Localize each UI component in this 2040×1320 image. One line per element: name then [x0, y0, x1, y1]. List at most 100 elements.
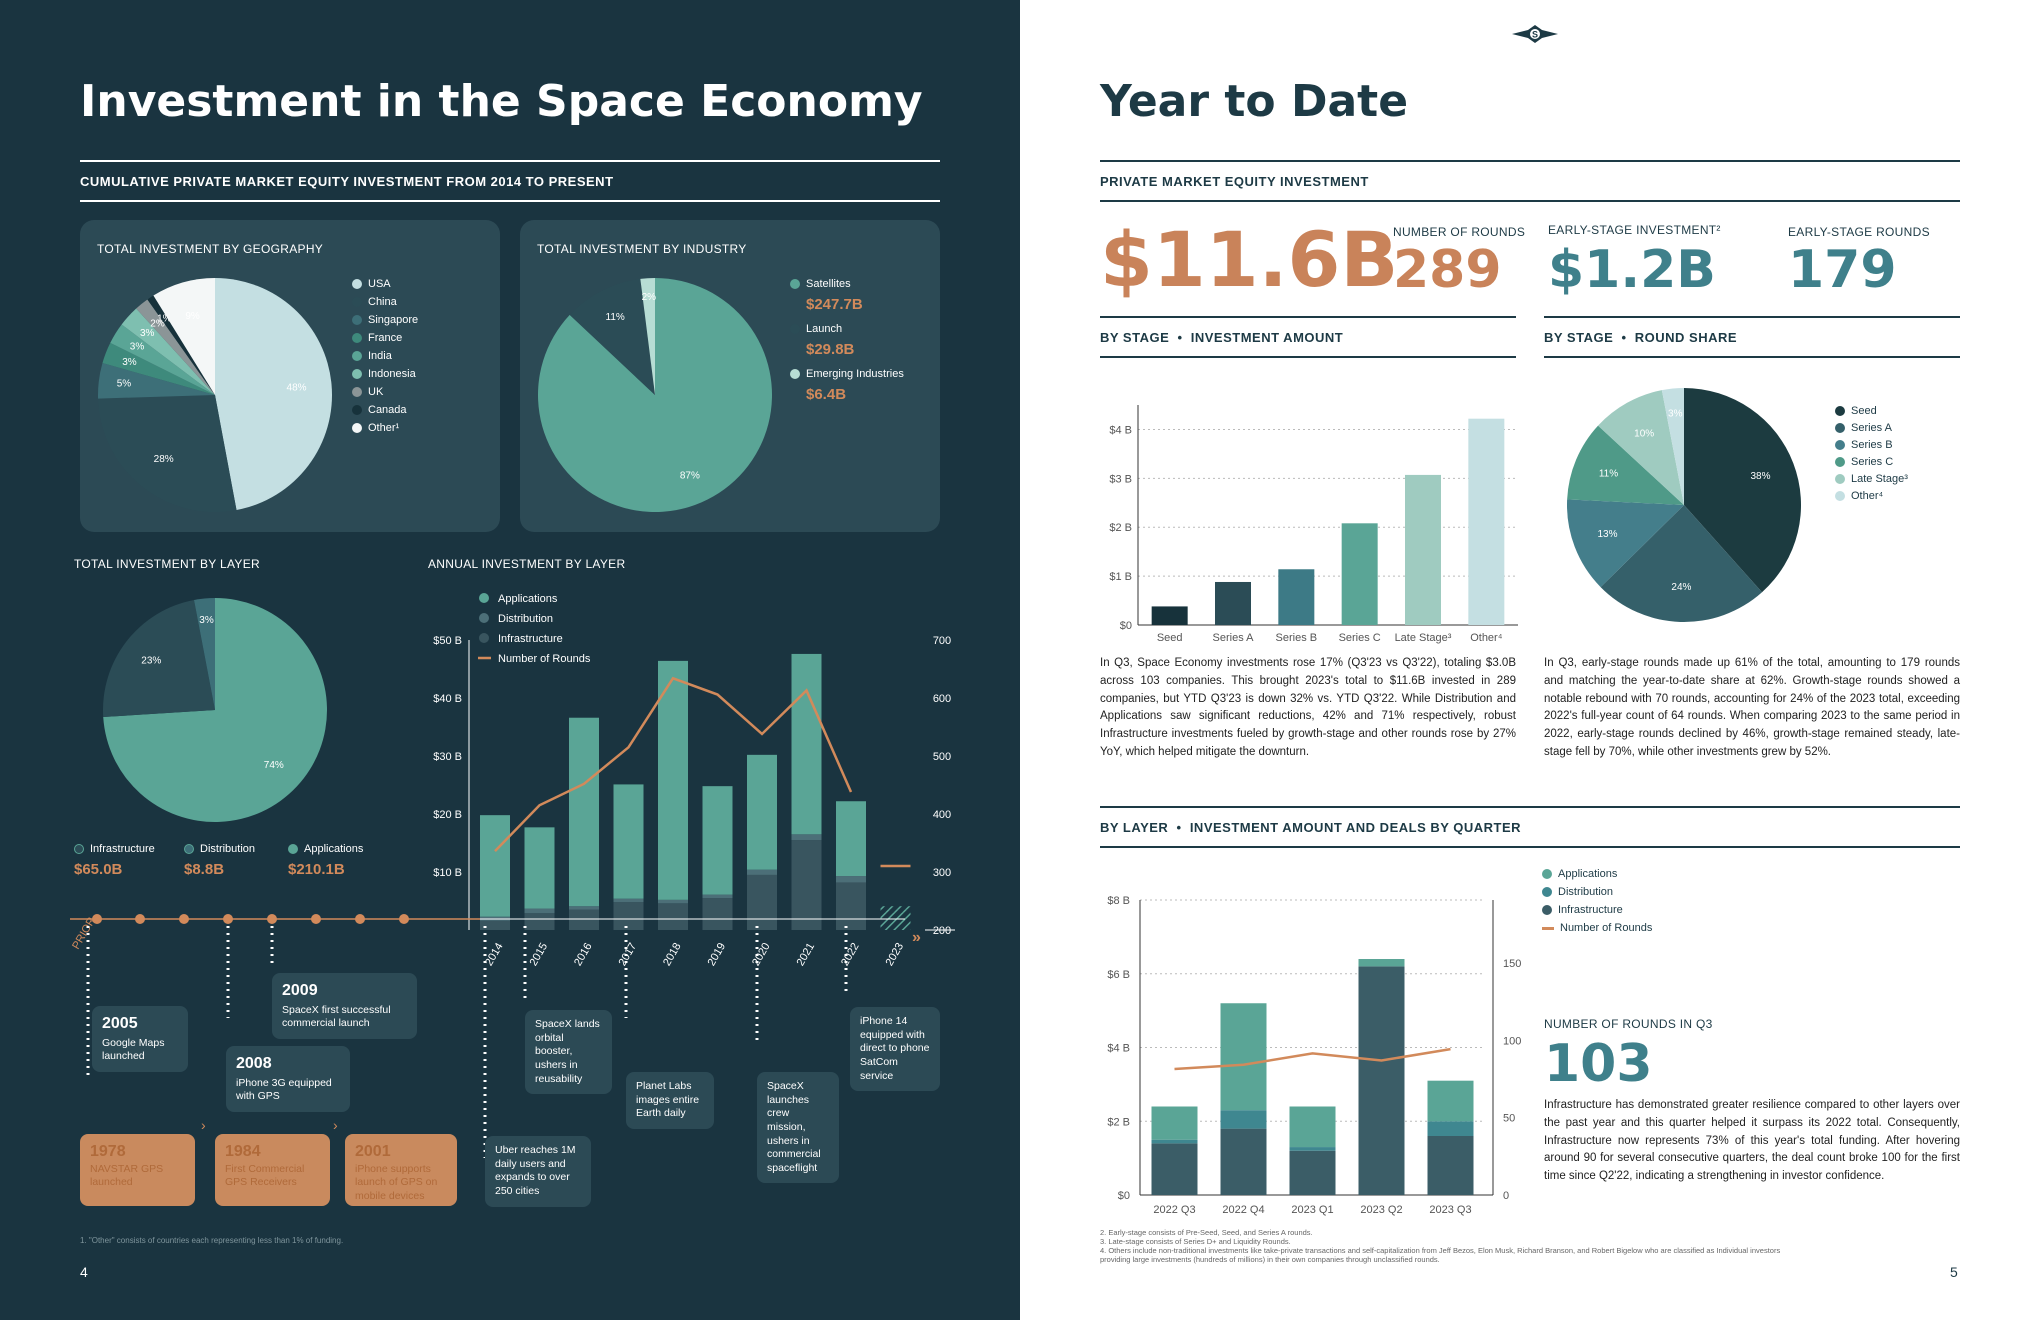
- legend-item-india: India: [352, 350, 492, 362]
- industry-title: TOTAL INVESTMENT BY INDUSTRY: [537, 242, 747, 256]
- legend-swatch: [1542, 869, 1552, 879]
- legend-item-singapore: Singapore: [352, 314, 492, 326]
- legend-swatch: [1835, 440, 1845, 450]
- pie-label-series-b: 13%: [1597, 529, 1617, 540]
- pie-label-indonesia: 3%: [140, 328, 155, 339]
- pie-slice-other: [1661, 388, 1684, 505]
- y-tick-label: $6 B: [1107, 969, 1130, 981]
- x-tick-label: 2022 Q4: [1222, 1204, 1264, 1216]
- legend-swatch-distribution: [479, 613, 489, 623]
- layer-title: TOTAL INVESTMENT BY LAYER: [74, 557, 260, 571]
- bar-applications-2020: [747, 754, 777, 870]
- annual-title: ANNUAL INVESTMENT BY LAYER: [428, 557, 626, 571]
- y-tick-label: $0: [1120, 620, 1132, 632]
- legend-swatch-infrastructure: [479, 633, 489, 643]
- pie-label-seed: 38%: [1750, 471, 1770, 482]
- bar-distribution-2022-q4: [1220, 1110, 1267, 1129]
- y-tick-label: $1 B: [1109, 571, 1132, 583]
- legend-label: Indonesia: [368, 368, 416, 380]
- legend-swatch: [1835, 423, 1845, 433]
- pie-slice-series-c: [1567, 425, 1684, 505]
- legend-item-other: Other⁴: [1835, 490, 1955, 502]
- y-tick-label: $8 B: [1107, 895, 1130, 907]
- pie-label-infrastructure: 23%: [141, 656, 161, 667]
- timeline-dot: [311, 914, 321, 924]
- bar-distribution-2022-q3: [1151, 1139, 1198, 1144]
- bar-infrastructure-2017: [613, 902, 644, 930]
- legend-label-number-of-rounds: Number of Rounds: [498, 653, 591, 665]
- x-tick-label: Series A: [1213, 632, 1255, 644]
- event-year: 1984: [225, 1143, 261, 1160]
- legend-item-seed: Seed: [1835, 405, 1955, 417]
- legend-item-distribution: Distribution: [1542, 886, 1742, 898]
- y2-tick-label: 200: [933, 925, 951, 937]
- legend-swatch: [1835, 491, 1845, 501]
- bar-applications-2017: [613, 784, 644, 899]
- pie-label-late-stage: 10%: [1634, 428, 1654, 439]
- legend-item-series-b: Series B: [1835, 439, 1955, 451]
- legend-item-indonesia: Indonesia: [352, 368, 492, 380]
- bar-infrastructure-2022-q4: [1220, 1128, 1267, 1195]
- bar-applications-2015: [524, 827, 555, 909]
- pie-label-satellites: 87%: [680, 471, 700, 482]
- legend-value-applications: $210.1B: [288, 861, 345, 878]
- bar-series-c: [1341, 523, 1378, 625]
- legend-label: Seed: [1851, 405, 1877, 417]
- timeline-dot: [92, 914, 102, 924]
- y-tick-label: $20 B: [433, 809, 462, 821]
- pie-slice-other: [153, 278, 215, 395]
- legend-swatch: [790, 369, 800, 379]
- rounds-line: [494, 676, 853, 852]
- timeline-event: Planet Labs images entire Earth daily: [626, 1072, 714, 1129]
- stage-amount-chart: $0 $1 B $2 B $3 B $4 B Seed Series A Series B Se…: [1109, 405, 1518, 644]
- bar-infrastructure-2023-q2: [1358, 966, 1405, 1195]
- event-text: iPhone 14 equipped with direct to phone …: [860, 1015, 930, 1082]
- pie-slice-distribution: [194, 598, 215, 710]
- event-year: 2009: [282, 982, 318, 999]
- geography-title: TOTAL INVESTMENT BY GEOGRAPHY: [97, 242, 324, 256]
- bar-distribution-2022: [836, 876, 866, 883]
- pie-slice-singapore: [98, 362, 215, 399]
- event-text: iPhone 3G equipped with GPS: [236, 1076, 332, 1103]
- bar-applications-2023-q3: [1427, 1080, 1474, 1122]
- legend-label: Applications: [304, 843, 364, 855]
- bar-applications-2021: [791, 653, 822, 835]
- legend-item-uk: UK: [352, 386, 492, 398]
- bar-series-a: [1215, 581, 1251, 625]
- legend-swatch: [1542, 905, 1552, 915]
- divider: [80, 160, 940, 162]
- legend-label: Other⁴: [1851, 490, 1884, 502]
- legend-label-infrastructure: Infrastructure: [498, 633, 563, 645]
- layer-quarter-chart: $0 $2 B $4 B $6 B $8 B 0 50 100 150 2022 Q3 2022 Q…: [1107, 895, 1521, 1216]
- pie-slice-indonesia: [121, 308, 215, 395]
- pie-label-usa: 48%: [287, 382, 307, 393]
- pie-slice-late-stage: [1598, 390, 1684, 505]
- bar-distribution-2021: [791, 834, 822, 841]
- industry-panel: TOTAL INVESTMENT BY INDUSTRY 87% 11% 2% Sa…: [520, 220, 940, 532]
- legend-swatch: [790, 279, 800, 289]
- stage-share-legend: Seed Series A Series B Series C Late Stage³ O…: [1835, 405, 1955, 507]
- legend-label: Emerging Industries: [806, 368, 904, 380]
- x-tick-label: 2023 Q3: [1429, 1204, 1471, 1216]
- kpi-early-rounds-label: EARLY-STAGE ROUNDS: [1788, 225, 1930, 239]
- industry-legend: Satellites $247.7B Launch $29.8B Emerging In…: [790, 278, 935, 413]
- layer-quarter-title: BY LAYER • INVESTMENT AMOUNT AND DEALS B…: [1100, 820, 1522, 835]
- timeline-chevron: ›: [333, 1117, 338, 1133]
- y2-tick-label: 300: [933, 867, 951, 879]
- bar-applications-2022-q3: [1151, 1106, 1198, 1140]
- y-tick-label: $40 B: [433, 693, 462, 705]
- bar-infrastructure-2015: [524, 913, 555, 930]
- bar-applications-2023-q2: [1358, 959, 1405, 967]
- pie-label-distribution: 3%: [199, 615, 214, 626]
- x-tick-label: Series B: [1276, 632, 1318, 644]
- event-text: Planet Labs images entire Earth daily: [636, 1080, 700, 1120]
- legend-item-late-stage: Late Stage³: [1835, 473, 1955, 485]
- bar-infrastructure-2022: [836, 882, 866, 930]
- divider: [1100, 806, 1960, 808]
- paragraph-stage-amount: In Q3, Space Economy investments rose 17…: [1100, 657, 1516, 759]
- page-number: 4: [80, 1264, 88, 1280]
- x-tick-label: 2023 Q1: [1291, 1204, 1333, 1216]
- y-tick-label: $30 B: [433, 751, 462, 763]
- legend-label: USA: [368, 278, 391, 290]
- timeline-early-event: 2001 iPhone supports launch of GPS on mob…: [345, 1134, 457, 1206]
